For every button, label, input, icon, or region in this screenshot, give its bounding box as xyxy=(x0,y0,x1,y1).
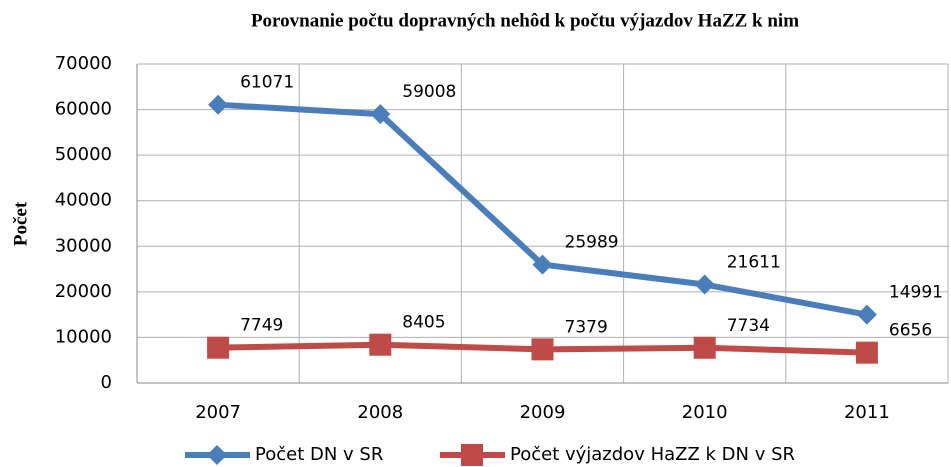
x-tick-label: 2010 xyxy=(682,402,728,423)
data-label: 7734 xyxy=(727,316,770,336)
marker xyxy=(693,336,716,359)
data-label: 7749 xyxy=(240,316,283,336)
chart-title: Porovnanie počtu dopravných nehôd k počt… xyxy=(251,10,799,31)
data-label: 25989 xyxy=(565,233,619,253)
data-label: 61071 xyxy=(240,73,294,93)
x-tick-label: 2009 xyxy=(520,402,566,423)
y-tick-label: 40000 xyxy=(55,190,112,211)
legend-label: Počet výjazdov HaZZ k DN v SR xyxy=(510,444,795,465)
marker xyxy=(461,444,483,466)
marker xyxy=(207,336,230,359)
data-label: 8405 xyxy=(402,313,445,333)
series-line xyxy=(217,101,868,318)
x-tick-label: 2011 xyxy=(844,402,890,423)
y-tick-label: 30000 xyxy=(55,235,112,256)
y-axis-label: Počet xyxy=(10,201,31,246)
marker xyxy=(369,333,392,356)
data-label: 59008 xyxy=(402,82,456,102)
y-tick-label: 10000 xyxy=(55,326,112,347)
y-tick-label: 0 xyxy=(101,372,112,393)
y-tick-label: 50000 xyxy=(55,144,112,165)
y-tick-label: 20000 xyxy=(55,281,112,302)
data-label: 14991 xyxy=(889,283,943,303)
marker xyxy=(208,94,229,115)
marker xyxy=(207,445,227,465)
marker xyxy=(856,304,877,325)
marker xyxy=(694,274,715,295)
marker xyxy=(370,104,391,125)
y-tick-label: 70000 xyxy=(55,53,112,74)
x-tick-label: 2007 xyxy=(195,402,241,423)
data-label: 7379 xyxy=(565,317,608,337)
legend-label: Počet DN v SR xyxy=(255,444,383,465)
data-label: 6656 xyxy=(889,321,932,341)
marker xyxy=(531,338,554,361)
y-tick-label: 60000 xyxy=(55,99,112,120)
data-label: 21611 xyxy=(727,253,781,273)
marker xyxy=(855,341,878,364)
marker xyxy=(532,254,553,275)
x-tick-label: 2008 xyxy=(357,402,403,423)
